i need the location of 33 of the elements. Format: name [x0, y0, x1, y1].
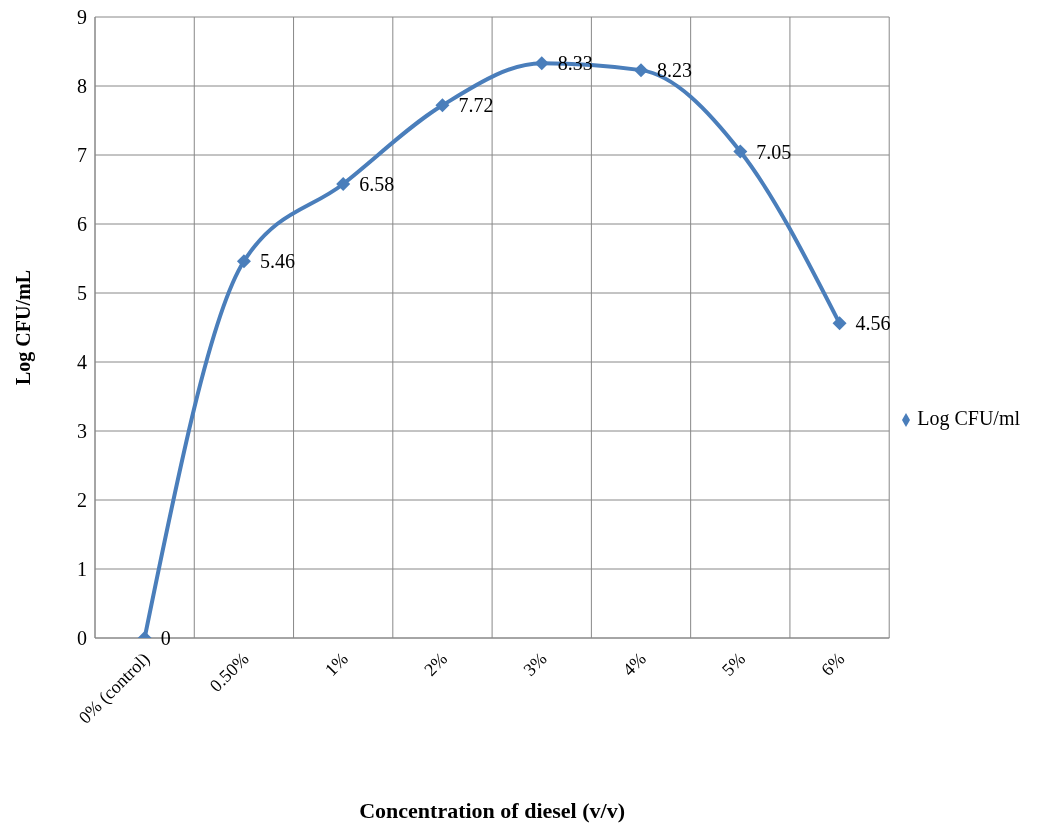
data-label: 7.05: [756, 140, 792, 163]
data-label: 5.46: [259, 250, 295, 273]
point: [733, 144, 748, 159]
y-tick-label: 8: [77, 75, 87, 98]
data-label: 7.72: [458, 94, 494, 117]
x-tick-label: 5%: [718, 648, 750, 680]
x-tick-label: 2%: [420, 648, 452, 680]
legend-label: Log CFU/ml: [917, 406, 1020, 429]
point: [634, 63, 649, 78]
y-tick-label: 4: [77, 351, 87, 374]
data-label: 4.56: [855, 312, 891, 335]
x-tick-label: 4%: [618, 648, 650, 680]
y-tick-label: 7: [77, 144, 87, 167]
y-tick-label: 0: [77, 627, 87, 650]
x-tick-label: 6%: [817, 648, 849, 680]
data-label: 0: [160, 627, 171, 650]
point: [336, 176, 351, 191]
y-tick-label: 3: [77, 420, 87, 443]
data-label: 6.58: [359, 173, 395, 196]
x-axis-title: Concentration of diesel (v/v): [359, 798, 625, 823]
point: [236, 254, 251, 269]
x-tick-label: 1%: [320, 648, 353, 680]
point: [534, 56, 549, 71]
y-tick-label: 9: [77, 6, 87, 29]
y-tick-label: 5: [77, 282, 87, 305]
data-label: 8.23: [657, 59, 693, 82]
y-axis-title: Log CFU/mL: [12, 270, 36, 385]
point: [435, 98, 450, 113]
y-tick-label: 6: [77, 213, 87, 236]
y-tick-label: 2: [77, 489, 87, 512]
point: [832, 316, 847, 331]
x-tick-label: 3%: [519, 648, 551, 680]
y-tick-label: 1: [77, 558, 87, 581]
